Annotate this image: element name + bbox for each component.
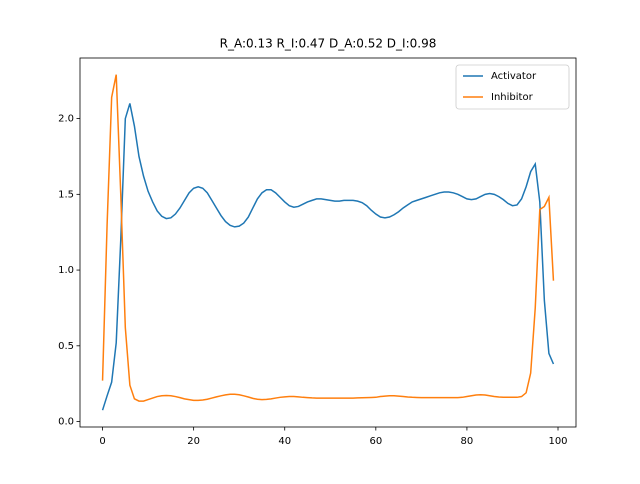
- y-tick-label: 0.5: [58, 341, 74, 352]
- y-tick-label: 2.0: [58, 114, 74, 125]
- x-tick-label: 80: [461, 436, 474, 447]
- legend-label: Inhibitor: [491, 92, 534, 103]
- series-line: [101, 103, 555, 411]
- legend-label: Activator: [491, 71, 537, 82]
- series-line: [101, 74, 555, 402]
- x-tick-label: 20: [187, 436, 200, 447]
- legend-box: [455, 64, 570, 110]
- x-tick-label: 40: [278, 436, 291, 447]
- x-tick-label: 0: [99, 436, 105, 447]
- x-tick-label: 100: [548, 436, 567, 447]
- y-tick-label: 0.0: [58, 417, 74, 428]
- plot-frame: [79, 57, 577, 428]
- chart-title: R_A:0.13 R_I:0.47 D_A:0.52 D_I:0.98: [220, 37, 437, 51]
- y-tick-label: 1.0: [58, 265, 74, 276]
- x-tick-label: 60: [369, 436, 382, 447]
- y-tick-label: 1.5: [58, 189, 74, 200]
